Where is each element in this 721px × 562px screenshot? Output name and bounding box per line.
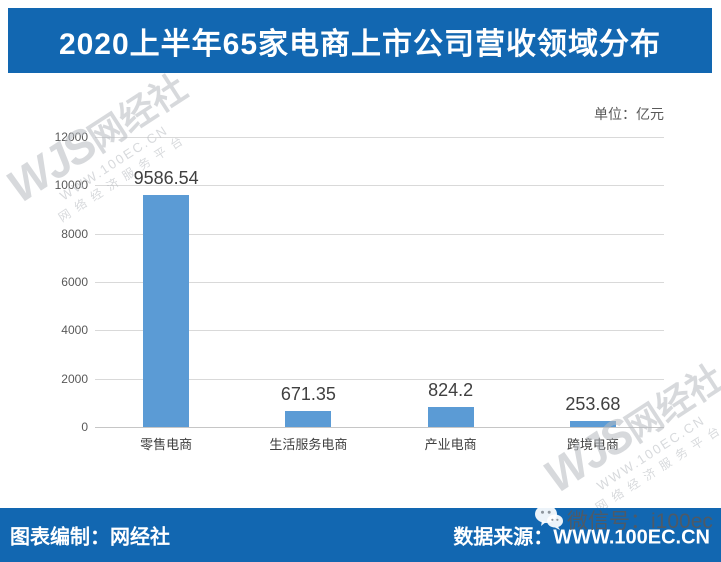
title-banner: 2020上半年65家电商上市公司营收领域分布 xyxy=(8,8,712,73)
bar-零售电商 xyxy=(143,195,190,427)
bar-value-label: 824.2 xyxy=(428,380,474,401)
gridline xyxy=(95,378,664,380)
bar-column: 9586.54 xyxy=(95,137,237,427)
y-tick-label: 8000 xyxy=(61,226,88,241)
unit-label: 单位：亿元 xyxy=(594,106,664,122)
gridline xyxy=(95,330,664,332)
footer-source: 数据来源：WWW.100EC.CN xyxy=(453,526,710,549)
bar-生活服务电商 xyxy=(285,410,332,427)
chart-title: 2020上半年65家电商上市公司营收领域分布 xyxy=(58,27,662,61)
y-tick-label: 6000 xyxy=(61,275,88,289)
y-tick-label: 2000 xyxy=(61,371,88,386)
bar-column: 253.68 xyxy=(522,137,664,427)
footer-bar: 图表编制：网经社 数据来源：WWW.100EC.CN xyxy=(0,508,721,562)
footer-credit: 图表编制：网经社 xyxy=(10,526,170,549)
x-axis-label: 零售电商 xyxy=(140,437,193,452)
gridline xyxy=(95,185,664,187)
gridline xyxy=(95,137,664,138)
bar-value-label: 253.68 xyxy=(565,393,621,414)
bar-跨境电商 xyxy=(569,420,616,427)
plot-area: 9586.54 671.35 824.2 253.68 xyxy=(95,137,664,428)
x-axis-label: 产业电商 xyxy=(424,437,477,452)
bar-column: 824.2 xyxy=(380,137,522,427)
bar-column: 671.35 xyxy=(237,137,379,427)
gridline xyxy=(95,233,664,235)
y-tick-label: 0 xyxy=(81,420,88,434)
gridline xyxy=(95,282,664,283)
x-axis-line xyxy=(95,427,664,428)
x-axis-label: 生活服务电商 xyxy=(269,437,348,452)
y-tick-label: 10000 xyxy=(54,178,88,193)
y-tick-label: 4000 xyxy=(61,323,88,338)
bar-value-label: 671.35 xyxy=(280,383,336,404)
x-axis: 零售电商 生活服务电商 产业电商 跨境电商 xyxy=(95,434,664,454)
y-axis: 0 2000 4000 6000 8000 10000 12000 xyxy=(34,130,88,434)
y-tick-label: 12000 xyxy=(54,130,88,144)
bar-value-label: 9586.54 xyxy=(133,168,199,189)
bar-产业电商 xyxy=(427,407,474,427)
x-axis-label: 跨境电商 xyxy=(566,437,619,452)
